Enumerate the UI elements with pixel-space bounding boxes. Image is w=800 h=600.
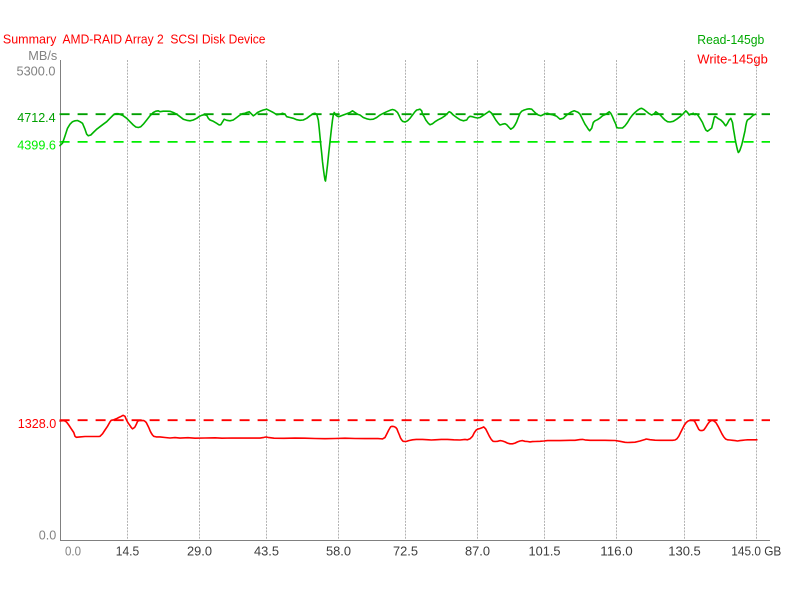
- svg-text:Summary: Summary: [3, 32, 57, 47]
- svg-text:4399.6: 4399.6: [17, 138, 56, 153]
- svg-text:29.0: 29.0: [187, 543, 212, 558]
- svg-text:1328.0: 1328.0: [18, 416, 57, 431]
- svg-text:AMD-RAID Array 2 SCSI Disk De: AMD-RAID Array 2 SCSI Disk Device: [63, 32, 266, 47]
- svg-text:MB/s: MB/s: [28, 48, 57, 63]
- svg-text:101.5: 101.5: [529, 543, 561, 558]
- svg-text:14.5: 14.5: [116, 543, 140, 558]
- svg-text:145.0 GB: 145.0 GB: [731, 543, 781, 558]
- svg-text:43.5: 43.5: [254, 543, 279, 558]
- svg-text:130.5: 130.5: [668, 543, 701, 558]
- svg-text:0.0: 0.0: [65, 543, 81, 558]
- svg-text:0.0: 0.0: [39, 528, 57, 543]
- svg-text:72.5: 72.5: [393, 543, 418, 558]
- svg-text:116.0: 116.0: [600, 543, 633, 558]
- svg-text:5300.0: 5300.0: [17, 64, 56, 79]
- svg-text:58.0: 58.0: [326, 543, 351, 558]
- svg-text:Read-145gb: Read-145gb: [697, 32, 764, 47]
- svg-text:4712.4: 4712.4: [17, 110, 56, 125]
- svg-text:Write-145gb: Write-145gb: [697, 51, 768, 66]
- svg-text:87.0: 87.0: [465, 543, 490, 558]
